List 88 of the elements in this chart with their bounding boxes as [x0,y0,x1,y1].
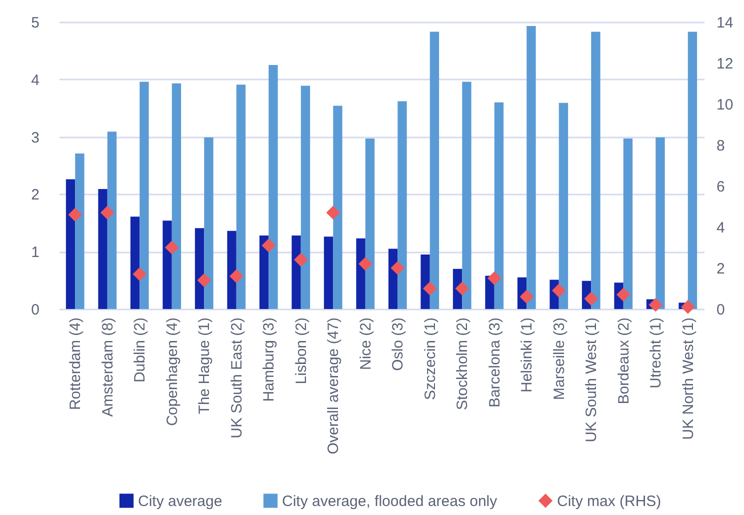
point [100,206,114,220]
x-tick-label: Helsinki (1) [518,317,536,393]
point [680,300,695,314]
y-tick-label: 1 [31,244,40,262]
point [422,282,437,296]
point [552,284,566,298]
y-tick-label: 5 [31,14,40,32]
y2-tick-label: 14 [716,14,734,32]
point [229,269,244,284]
bar [623,138,633,309]
point [197,273,212,288]
point [262,238,276,252]
bar [75,153,84,309]
point [164,240,179,254]
x-tick-label: Utrecht (1) [648,318,665,388]
point [358,257,372,271]
y-tick-label: 2 [31,186,40,204]
y2-tick-label: 0 [716,302,725,318]
x-tick-label: Dublin (2) [132,318,149,383]
x-tick-label: Overall average (47) [325,318,342,454]
y2-tick-label: 8 [716,138,725,154]
x-tick-label: UK North West (1) [680,317,697,440]
bar [227,230,236,309]
bar [430,32,440,309]
y2-tick-label: 6 [716,178,725,196]
bar [688,32,698,309]
point [584,292,598,306]
bar [172,83,182,309]
bar [300,86,310,309]
point [294,252,308,267]
bar [130,216,140,309]
x-tick-label: UK South West (1) [583,318,600,442]
bar [333,106,342,309]
bar [259,236,269,309]
x-tick-label: Lisbon (2) [292,317,310,384]
y-tick-label: 4 [31,72,40,89]
y2-tick-label: 2 [716,260,725,278]
point [648,298,663,312]
bar [268,65,278,309]
point [487,271,502,286]
x-tick-label: Bordeaux (2) [615,318,632,404]
x-tick-label: Hamburg (3) [260,318,278,402]
bar [162,220,172,309]
bar [526,26,536,309]
bar [398,101,407,309]
bar [558,102,568,309]
bar [462,82,472,309]
bar [388,248,398,309]
point [68,208,82,222]
y-tick-label: 3 [31,129,40,146]
bar [365,138,375,309]
x-tick-label: Szczecin (1) [422,318,439,400]
y2-tick-label: 4 [716,220,725,236]
x-tick-label: Copenhagen (4) [164,318,181,426]
legend-label: City max (RHS) [557,492,662,510]
x-tick-label: Amsterdam (8) [99,318,116,417]
bar [194,228,204,309]
x-tick-label: The Hague (1) [196,318,214,414]
point [520,290,534,304]
bar [236,84,246,309]
bar [356,238,366,309]
bar [66,179,76,309]
x-tick-label: Stockholm (2) [454,318,472,410]
legend-label: City average, flooded areas only [282,492,498,510]
point [455,282,470,296]
legend-label: City average [138,492,222,510]
bar [204,137,214,309]
x-tick-label: Nice (2) [357,318,374,370]
bar [107,132,117,309]
y2-tick-label: 12 [716,56,734,72]
y-tick-label: 0 [31,302,40,318]
x-tick-label: Barcelona (3) [486,318,504,408]
bar [324,236,334,309]
point [616,288,630,302]
bar [140,82,149,309]
bar [292,236,301,309]
x-tick-label: UK South East (2) [228,318,246,438]
y2-tick-label: 10 [716,96,734,114]
x-tick-label: Marseille (3) [550,317,568,400]
bar [494,102,504,309]
x-tick-label: Oslo (3) [390,317,407,371]
point [326,206,340,220]
bar [591,32,600,309]
x-tick-label: Rotterdam (4) [67,318,84,410]
bar [98,189,108,309]
point [132,267,147,282]
point [390,261,405,275]
bar [656,137,665,309]
